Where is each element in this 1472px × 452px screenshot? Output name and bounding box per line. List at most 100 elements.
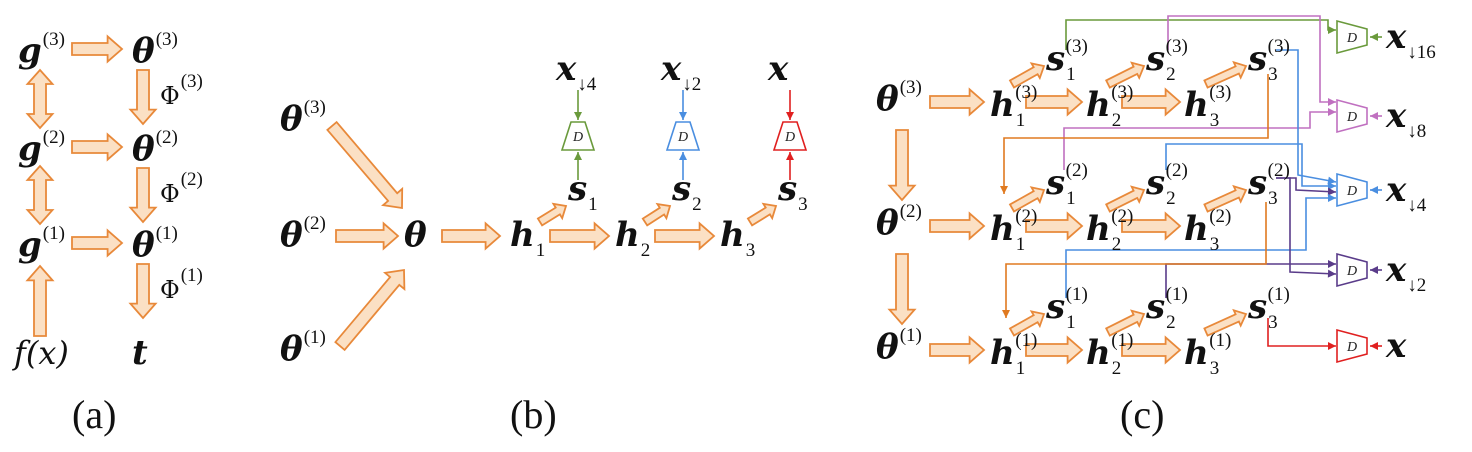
c-arrow-h-h-3-2 xyxy=(1121,87,1182,117)
c-s-1-2: s2(1) xyxy=(1145,284,1188,333)
c-arrow-h-h-1-1 xyxy=(1025,335,1084,365)
b-h-3: h3 xyxy=(720,215,755,261)
c-x-0: x↓16 xyxy=(1385,17,1436,63)
svg-text:D: D xyxy=(572,130,583,145)
b-line-x-d-3 xyxy=(786,90,794,120)
b-x-3: x xyxy=(767,49,789,89)
c-arrow-h-s-3-1 xyxy=(1008,62,1046,89)
c-line-s31-d16 xyxy=(1065,19,1336,50)
b-arrow-h-s-2 xyxy=(641,202,672,227)
c-s-2-1: s1(2) xyxy=(1045,160,1088,209)
a-g-2: g(2) xyxy=(18,127,65,169)
a-arrow-fx-g1 xyxy=(25,264,55,337)
b-x-1: x↓4 xyxy=(555,49,597,95)
a-phi-2: Φ(2) xyxy=(160,169,203,208)
b-s-3: s3 xyxy=(777,169,808,215)
c-s-3-1: s1(3) xyxy=(1045,36,1088,85)
c-arrow-h-s-2-2 xyxy=(1104,185,1146,213)
a-arrow-phi-2 xyxy=(128,167,158,224)
c-h-2-1: h1(2) xyxy=(990,206,1037,255)
b-disc-1: D xyxy=(560,121,596,151)
a-g-1: g(1) xyxy=(18,223,65,265)
b-arrow-theta1 xyxy=(334,268,406,352)
b-theta: θ xyxy=(404,215,427,255)
a-phi-1: Φ(1) xyxy=(160,265,203,304)
c-arrow-h-h-2-1 xyxy=(1025,211,1084,241)
c-arrow-h-h-2-2 xyxy=(1121,211,1182,241)
c-line-x-d-0 xyxy=(1370,33,1382,41)
c-disc-1: D xyxy=(1336,98,1368,134)
svg-text:D: D xyxy=(1346,31,1357,46)
caption-b: (b) xyxy=(510,392,557,437)
b-line-s-d-1 xyxy=(574,152,582,180)
c-arrow-h-s-3-3 xyxy=(1203,60,1248,89)
c-s-2-2: s2(2) xyxy=(1145,160,1188,209)
svg-text:D: D xyxy=(1346,264,1357,279)
c-line-s23-d2 xyxy=(1276,177,1337,278)
c-arrow-h-h-3-1 xyxy=(1025,87,1084,117)
svg-text:D: D xyxy=(677,130,688,145)
svg-text:D: D xyxy=(1346,184,1357,199)
a-g-3: g(3) xyxy=(18,29,65,71)
b-line-x-d-2 xyxy=(679,90,687,120)
c-s-3-2: s2(3) xyxy=(1145,36,1188,85)
b-s-1: s1 xyxy=(567,169,598,215)
b-theta-2: θ(2) xyxy=(280,213,326,255)
b-disc-3: D xyxy=(772,121,808,151)
c-line-s22-d4 xyxy=(1165,143,1336,190)
a-arrow-g-theta-3 xyxy=(71,34,124,64)
a-arrow-g-theta-1 xyxy=(71,228,124,258)
c-theta-3: θ(3) xyxy=(876,77,922,119)
b-arrow-h-s-3 xyxy=(746,202,778,227)
c-line-x-d-4 xyxy=(1370,342,1382,350)
c-line-s32-d8 xyxy=(1167,15,1336,106)
c-arrow-theta-h-3 xyxy=(929,87,986,117)
svg-text:D: D xyxy=(784,130,795,145)
c-h-1-3: h3(1) xyxy=(1184,330,1231,379)
b-arrow-theta-h1 xyxy=(441,221,502,251)
b-line-x-d-1 xyxy=(574,90,582,120)
a-t: t xyxy=(132,333,148,373)
svg-text:D: D xyxy=(1346,110,1357,125)
caption-layer: (a) (b) (c) xyxy=(72,392,1164,437)
a-theta-3: θ(3) xyxy=(132,29,178,71)
c-arrow-h-s-1-3 xyxy=(1203,308,1248,337)
c-arrow-theta-down-2 xyxy=(887,253,917,326)
b-s-2: s2 xyxy=(671,169,702,215)
c-h-3-3: h3(3) xyxy=(1184,82,1231,131)
b-line-s-d-3 xyxy=(786,152,794,180)
c-x-1: x↓8 xyxy=(1385,96,1426,142)
a-arrow-g-theta-2 xyxy=(71,132,124,162)
b-arrow-theta3 xyxy=(326,120,404,210)
a-biarrow-3-2 xyxy=(25,68,55,130)
a-theta-1: θ(1) xyxy=(132,223,178,265)
c-s-1-1: s1(1) xyxy=(1045,284,1088,333)
c-s-1-3: s3(1) xyxy=(1247,284,1290,333)
a-phi-3: Φ(3) xyxy=(160,71,203,110)
c-arrow-theta-h-1 xyxy=(929,335,986,365)
b-arrow-h-h-1 xyxy=(549,221,611,251)
c-h-3-1: h1(3) xyxy=(990,82,1037,131)
caption-c: (c) xyxy=(1120,392,1164,437)
b-theta-1: θ(1) xyxy=(280,327,326,369)
a-biarrow-2-1 xyxy=(25,164,55,226)
a-arrow-phi-1 xyxy=(128,263,158,320)
c-arrow-h-s-1-2 xyxy=(1104,309,1146,337)
c-x-4: x xyxy=(1385,326,1407,366)
c-line-s11-d4 xyxy=(1065,194,1336,298)
c-line-x-d-3 xyxy=(1370,266,1382,274)
c-line-s13-d1 xyxy=(1267,318,1336,350)
c-disc-3: D xyxy=(1336,252,1368,288)
c-h-3-2: h2(3) xyxy=(1086,82,1133,131)
c-s-2-3: s3(2) xyxy=(1247,160,1290,209)
label-layer: g(3) θ(3)Φ(3)g(2) θ(2)Φ(2)g(1) θ(1)Φ(1)tf(x… xyxy=(12,17,1436,379)
c-h-1-2: h2(1) xyxy=(1086,330,1133,379)
a-arrow-phi-3 xyxy=(128,69,158,126)
c-h-2-2: h2(2) xyxy=(1086,206,1133,255)
c-arrow-theta-down-3 xyxy=(887,129,917,202)
c-disc-2: D xyxy=(1336,172,1368,208)
c-h-2-3: h3(2) xyxy=(1184,206,1231,255)
b-arrow-h-s-1 xyxy=(536,202,568,227)
a-fx: f(x) xyxy=(12,334,69,372)
a-theta-2: θ(2) xyxy=(132,127,178,169)
